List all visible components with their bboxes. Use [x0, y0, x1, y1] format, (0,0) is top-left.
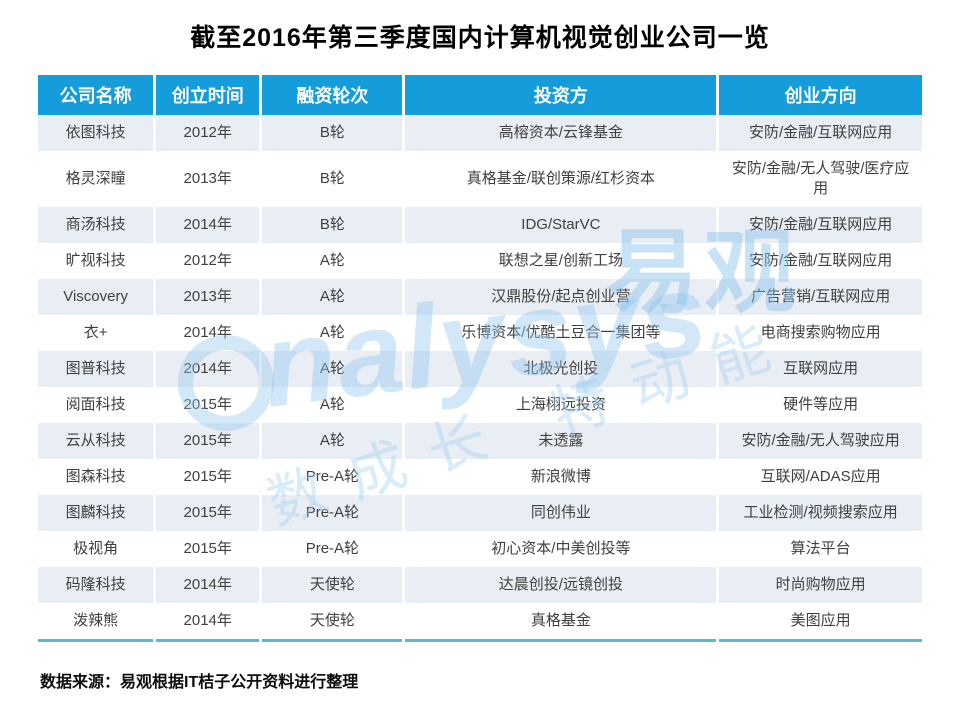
column-header: 融资轮次	[259, 75, 404, 115]
table-row: 阅面科技 2015年 A轮 上海栩远投资 硬件等应用	[38, 387, 922, 423]
page-title: 截至2016年第三季度国内计算机视觉创业公司一览	[190, 24, 770, 52]
column-header: 创业方向	[716, 75, 922, 115]
table-cell: 阅面科技	[38, 387, 155, 423]
column-header: 投资方	[402, 75, 718, 115]
table-cell: A轮	[259, 315, 404, 351]
table-row: 旷视科技 2012年 A轮 联想之星/创新工场 安防/金融/互联网应用	[38, 243, 922, 279]
table-cell: A轮	[259, 243, 404, 279]
table-row: 泼辣熊 2014年 天使轮 真格基金 美图应用	[38, 603, 922, 641]
table-cell: 安防/金融/互联网应用	[716, 243, 922, 279]
table-cell: 电商搜索购物应用	[716, 315, 922, 351]
table-cell: 2015年	[153, 459, 261, 495]
table-cell: 新浪微博	[402, 459, 718, 495]
table-cell: 达晨创投/远镜创投	[402, 567, 718, 603]
table-cell: A轮	[259, 279, 404, 315]
table-row: 图普科技 2014年 A轮 北极光创投 互联网应用	[38, 351, 922, 387]
table-cell: 泼辣熊	[38, 603, 155, 641]
cv-startups-table: 公司名称 创立时间 融资轮次 投资方 创业方向 依图科技 2012年 B轮 高榕资本/云锋基金…	[38, 75, 922, 642]
table-cell: 联想之星/创新工场	[402, 243, 718, 279]
data-source-note: 数据来源：易观根据IT桔子公开资料进行整理	[40, 674, 359, 691]
table-cell: 2013年	[153, 279, 261, 315]
table-cell: 真格基金/联创策源/红杉资本	[402, 151, 718, 207]
table-cell: A轮	[259, 387, 404, 423]
table-cell: 未透露	[402, 423, 718, 459]
table-cell: 互联网应用	[716, 351, 922, 387]
table-cell: 码隆科技	[38, 567, 155, 603]
table-cell: 图普科技	[38, 351, 155, 387]
table-cell: 乐博资本/优酷土豆合一集团等	[402, 315, 718, 351]
table-cell: 硬件等应用	[716, 387, 922, 423]
column-header: 创立时间	[153, 75, 261, 115]
table-cell: Viscovery	[38, 279, 155, 315]
table-header: 公司名称 创立时间 融资轮次 投资方 创业方向	[38, 75, 922, 115]
table-cell: B轮	[259, 151, 404, 207]
table-cell: 2014年	[153, 315, 261, 351]
table-row: 极视角 2015年 Pre-A轮 初心资本/中美创投等 算法平台	[38, 531, 922, 567]
table-cell: 北极光创投	[402, 351, 718, 387]
table-cell: 图森科技	[38, 459, 155, 495]
table-cell: 汉鼎股份/起点创业营	[402, 279, 718, 315]
table-cell: 格灵深瞳	[38, 151, 155, 207]
table-row: 依图科技 2012年 B轮 高榕资本/云锋基金 安防/金融/互联网应用	[38, 115, 922, 151]
table-cell: 天使轮	[259, 603, 404, 641]
table-cell: 安防/金融/无人驾驶应用	[716, 423, 922, 459]
table-cell: 广告营销/互联网应用	[716, 279, 922, 315]
table-header-row: 公司名称 创立时间 融资轮次 投资方 创业方向	[38, 75, 922, 115]
table-cell: B轮	[259, 207, 404, 243]
table-cell: 旷视科技	[38, 243, 155, 279]
table-cell: 美图应用	[716, 603, 922, 641]
table-row: 云从科技 2015年 A轮 未透露 安防/金融/无人驾驶应用	[38, 423, 922, 459]
table-cell: 安防/金融/互联网应用	[716, 115, 922, 151]
table-cell: A轮	[259, 423, 404, 459]
table-cell: 高榕资本/云锋基金	[402, 115, 718, 151]
table-cell: 图麟科技	[38, 495, 155, 531]
table-cell: 上海栩远投资	[402, 387, 718, 423]
table-cell: 安防/金融/无人驾驶/医疗应用	[716, 151, 922, 207]
table-row: 码隆科技 2014年 天使轮 达晨创投/远镜创投 时尚购物应用	[38, 567, 922, 603]
table-cell: 2014年	[153, 603, 261, 641]
table-row: 图麟科技 2015年 Pre-A轮 同创伟业 工业检测/视频搜索应用	[38, 495, 922, 531]
table-cell: 工业检测/视频搜索应用	[716, 495, 922, 531]
table-cell: B轮	[259, 115, 404, 151]
table-cell: 真格基金	[402, 603, 718, 641]
table-cell: 2014年	[153, 567, 261, 603]
table-cell: 2014年	[153, 351, 261, 387]
table-cell: 初心资本/中美创投等	[402, 531, 718, 567]
table-cell: 商汤科技	[38, 207, 155, 243]
table-cell: Pre-A轮	[259, 531, 404, 567]
table-cell: 衣+	[38, 315, 155, 351]
table-cell: IDG/StarVC	[402, 207, 718, 243]
table-row: 商汤科技 2014年 B轮 IDG/StarVC 安防/金融/互联网应用	[38, 207, 922, 243]
table-cell: 2012年	[153, 243, 261, 279]
column-header: 公司名称	[38, 75, 155, 115]
table-row: 格灵深瞳 2013年 B轮 真格基金/联创策源/红杉资本 安防/金融/无人驾驶/医疗应用	[38, 151, 922, 207]
table-cell: 算法平台	[716, 531, 922, 567]
table-cell: A轮	[259, 351, 404, 387]
table-cell: 依图科技	[38, 115, 155, 151]
table-cell: 2014年	[153, 207, 261, 243]
table-cell: 2015年	[153, 387, 261, 423]
table-cell: Pre-A轮	[259, 495, 404, 531]
table-cell: 时尚购物应用	[716, 567, 922, 603]
table-cell: 安防/金融/互联网应用	[716, 207, 922, 243]
table-cell: 天使轮	[259, 567, 404, 603]
table-row: 衣+ 2014年 A轮 乐博资本/优酷土豆合一集团等 电商搜索购物应用	[38, 315, 922, 351]
table-row: Viscovery 2013年 A轮 汉鼎股份/起点创业营 广告营销/互联网应用	[38, 279, 922, 315]
table-cell: 2012年	[153, 115, 261, 151]
table-body: 依图科技 2012年 B轮 高榕资本/云锋基金 安防/金融/互联网应用 格灵深瞳 2013年…	[38, 115, 922, 641]
table-cell: 2015年	[153, 423, 261, 459]
table-cell: 同创伟业	[402, 495, 718, 531]
table-container: 公司名称 创立时间 融资轮次 投资方 创业方向 依图科技 2012年 B轮 高榕资本/云锋基金…	[38, 75, 922, 642]
table-cell: 互联网/ADAS应用	[716, 459, 922, 495]
table-cell: 2013年	[153, 151, 261, 207]
table-cell: 云从科技	[38, 423, 155, 459]
table-cell: 2015年	[153, 495, 261, 531]
table-row: 图森科技 2015年 Pre-A轮 新浪微博 互联网/ADAS应用	[38, 459, 922, 495]
table-cell: 极视角	[38, 531, 155, 567]
table-cell: Pre-A轮	[259, 459, 404, 495]
table-cell: 2015年	[153, 531, 261, 567]
